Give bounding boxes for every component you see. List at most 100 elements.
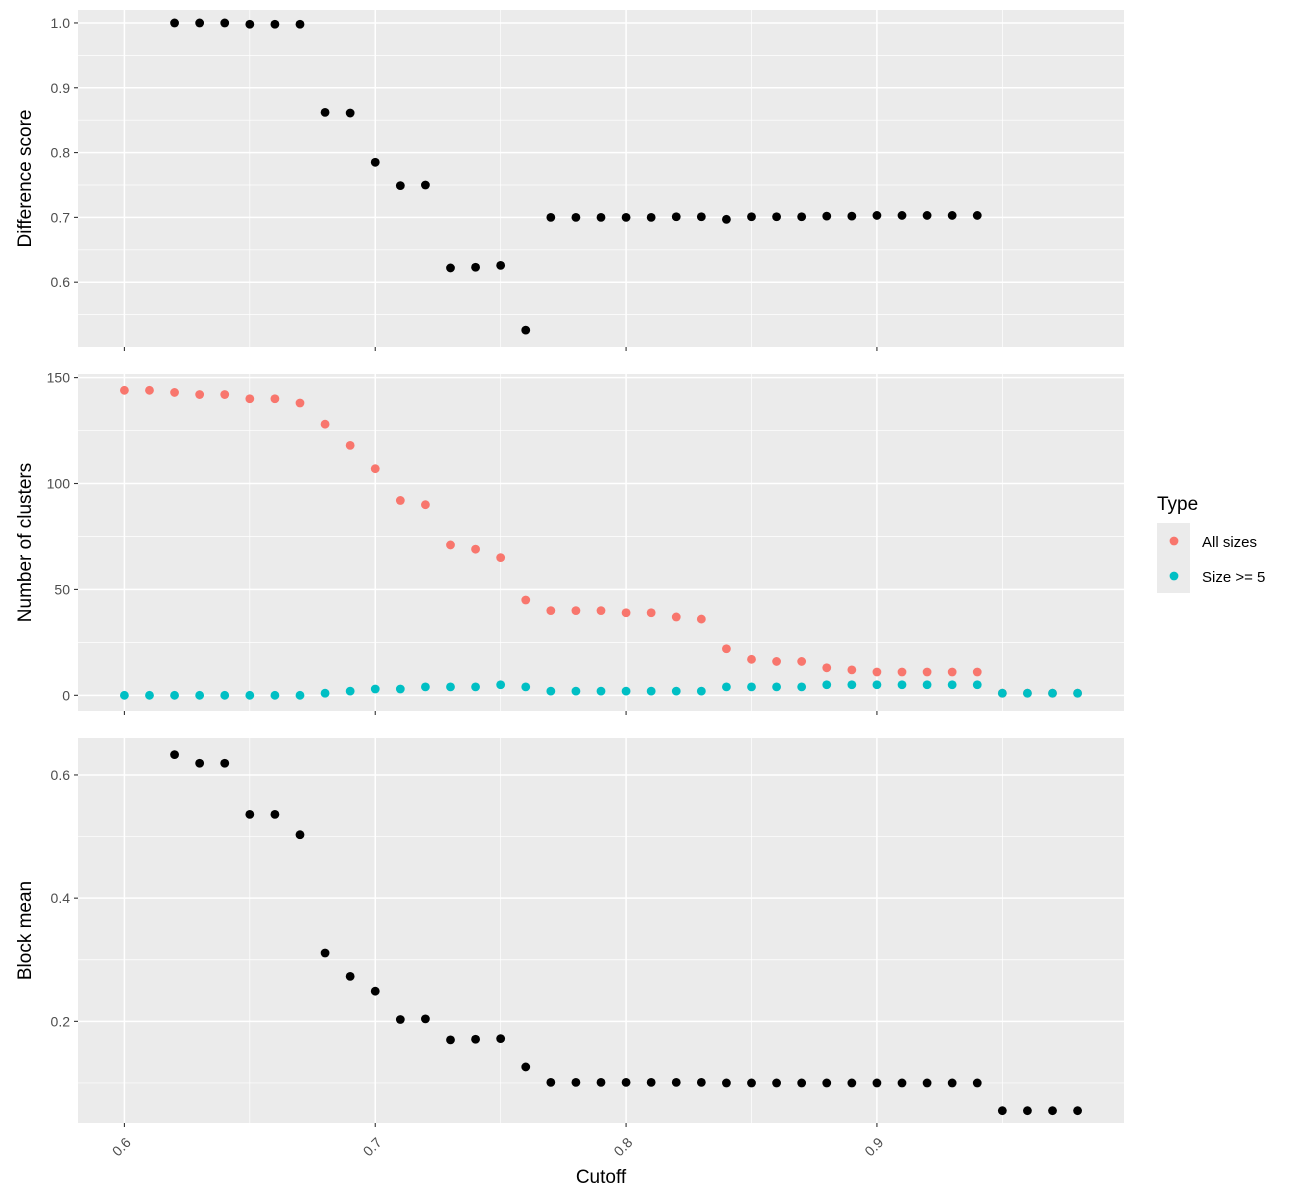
panel-background [78, 10, 1124, 347]
data-point [646, 608, 656, 618]
data-point [671, 1077, 681, 1087]
data-point [145, 385, 154, 395]
data-point [596, 606, 606, 615]
data-point [897, 667, 907, 677]
data-point [345, 440, 355, 450]
data-point [671, 686, 681, 696]
data-point [747, 654, 756, 664]
data-point [671, 612, 681, 622]
data-point [646, 686, 656, 696]
data-point [170, 388, 179, 397]
legend-label: Size >= 5 [1202, 569, 1265, 586]
data-point [1073, 688, 1082, 698]
data-point [345, 686, 355, 696]
data-point [170, 690, 179, 700]
data-point [295, 398, 305, 408]
data-point [872, 211, 882, 220]
data-point [822, 211, 832, 221]
data-point [320, 107, 330, 117]
data-point [446, 540, 455, 550]
data-point [897, 211, 907, 220]
data-point [571, 606, 581, 615]
data-point [997, 688, 1007, 698]
data-point [922, 680, 932, 690]
data-point [972, 680, 982, 690]
data-point [120, 385, 129, 395]
data-point [546, 212, 556, 222]
data-point [872, 1078, 882, 1088]
data-point [220, 690, 230, 700]
data-point [571, 686, 581, 696]
data-point [922, 1078, 932, 1088]
x-tick-label: 0.6 [109, 1134, 134, 1159]
legend-title: Type [1157, 494, 1198, 515]
data-point [295, 830, 305, 840]
data-point [872, 680, 882, 690]
data-point [772, 657, 781, 666]
data-point [195, 390, 205, 399]
data-point [145, 690, 154, 700]
series-all-sizes [120, 385, 1082, 698]
y-tick-label: 50 [54, 581, 70, 597]
data-point [772, 212, 781, 222]
data-point [621, 608, 631, 618]
data-point [446, 1035, 455, 1045]
data-point [220, 390, 230, 399]
data-point [320, 948, 330, 958]
data-point [496, 260, 506, 270]
data-point [797, 212, 807, 222]
data-point [446, 263, 455, 273]
data-point [696, 1077, 706, 1087]
data-point [220, 758, 230, 768]
data-point [797, 682, 807, 692]
data-point [471, 682, 480, 692]
data-point [421, 682, 430, 692]
data-point [395, 181, 405, 191]
data-point [747, 682, 756, 692]
data-point [1023, 688, 1032, 698]
data-point [847, 211, 857, 221]
data-point [847, 680, 857, 690]
y-axis-title-difference-score: Difference score [15, 110, 36, 248]
y-tick-label: 100 [47, 476, 71, 492]
y-tick-label: 0.9 [51, 80, 71, 96]
data-point [245, 809, 255, 819]
data-point [421, 180, 430, 190]
data-point [621, 686, 631, 696]
data-point [546, 1077, 556, 1087]
data-point [370, 464, 380, 474]
data-point [897, 680, 907, 690]
data-point [696, 212, 706, 222]
x-tick-label: 0.8 [610, 1134, 635, 1159]
data-point [571, 212, 581, 222]
data-point [471, 544, 480, 554]
chart-panels: 0.6 0.7 0.8 0.9 1.0 Difference score 0 50 100 150… [15, 10, 1124, 1127]
x-axis-title: Cutoff [576, 1167, 627, 1188]
y-tick-label: 0.4 [51, 890, 71, 906]
data-point [496, 553, 506, 563]
data-point [245, 394, 255, 404]
data-point [546, 606, 556, 615]
data-point [947, 680, 957, 690]
data-point [521, 1062, 531, 1072]
data-point [496, 1034, 506, 1044]
data-point [120, 690, 129, 700]
data-point [370, 157, 380, 167]
data-point [747, 212, 756, 222]
data-point [872, 667, 882, 677]
data-point [370, 684, 380, 694]
data-point [596, 212, 606, 222]
data-point [997, 1106, 1007, 1116]
y-axis-title-number-of-clusters: Number of clusters [15, 463, 36, 622]
data-point [947, 211, 957, 220]
data-point [947, 667, 957, 677]
data-point [320, 688, 330, 698]
data-point [822, 1078, 832, 1088]
data-point [521, 595, 531, 605]
data-point [1023, 1106, 1032, 1116]
y-tick-label: 0.7 [51, 209, 71, 225]
data-point [521, 325, 531, 335]
data-point [747, 1078, 756, 1088]
x-tick-label: 0.9 [861, 1134, 886, 1159]
data-point [270, 394, 280, 404]
